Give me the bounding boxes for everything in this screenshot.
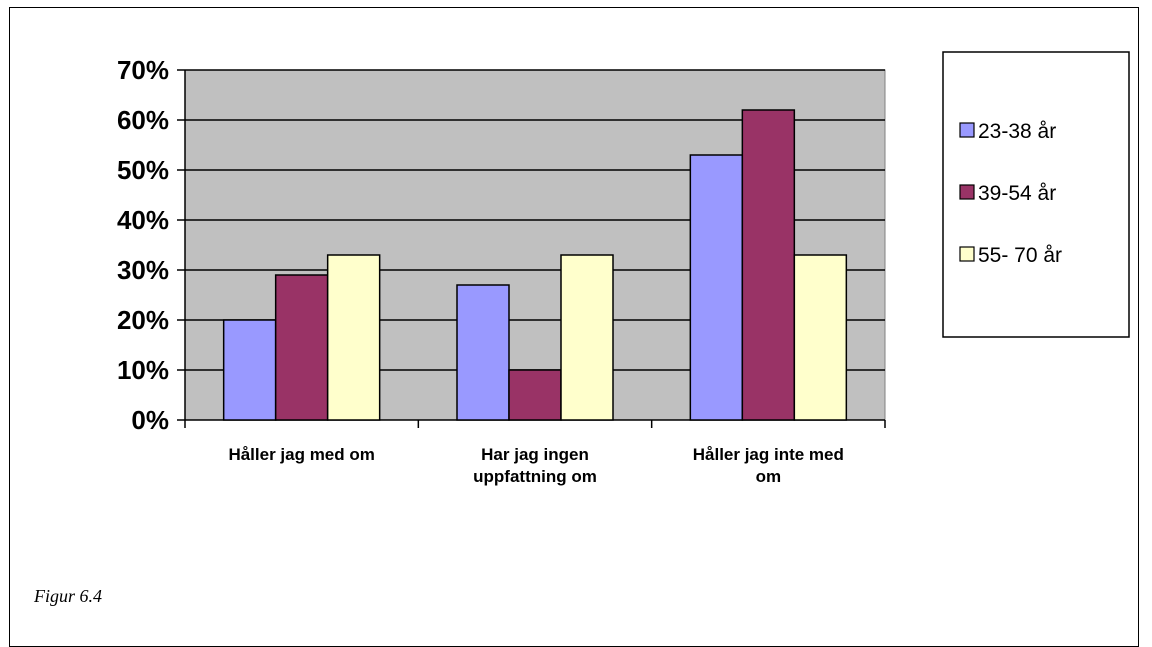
y-tick-label: 10% (117, 355, 169, 385)
legend-label: 55- 70 år (978, 244, 1062, 267)
figure-caption: Figur 6.4 (34, 586, 103, 606)
bar (508, 369, 562, 421)
bar (741, 109, 796, 421)
legend-swatch (959, 184, 975, 200)
bar (689, 154, 744, 421)
y-tick-label: 60% (117, 105, 169, 135)
legend-label: 39-54 år (978, 182, 1056, 205)
bar-chart: 0% 10% 20% 30% 40% 50% 60% 70% Håller jag med om… (117, 51, 1130, 486)
legend-swatch (959, 122, 975, 138)
x-category-label: Har jag ingen (481, 445, 589, 464)
y-tick-label: 50% (117, 155, 169, 185)
bar (456, 284, 510, 421)
bar (274, 274, 329, 421)
bar (222, 319, 277, 421)
y-tick-label: 30% (117, 255, 169, 285)
legend-swatch (959, 246, 975, 262)
y-tick-label: 0% (131, 405, 169, 435)
legend-label: 23-38 år (978, 120, 1056, 143)
x-category-label: uppfattning om (473, 467, 597, 486)
x-category-label: Håller jag med om (228, 445, 374, 464)
y-tick-label: 70% (117, 55, 169, 85)
bar (793, 254, 848, 421)
x-category-label: om (756, 467, 782, 486)
x-category-label: Håller jag inte med (693, 445, 844, 464)
y-tick-label: 20% (117, 305, 169, 335)
bar (560, 254, 614, 421)
bar (326, 254, 381, 421)
y-tick-label: 40% (117, 205, 169, 235)
